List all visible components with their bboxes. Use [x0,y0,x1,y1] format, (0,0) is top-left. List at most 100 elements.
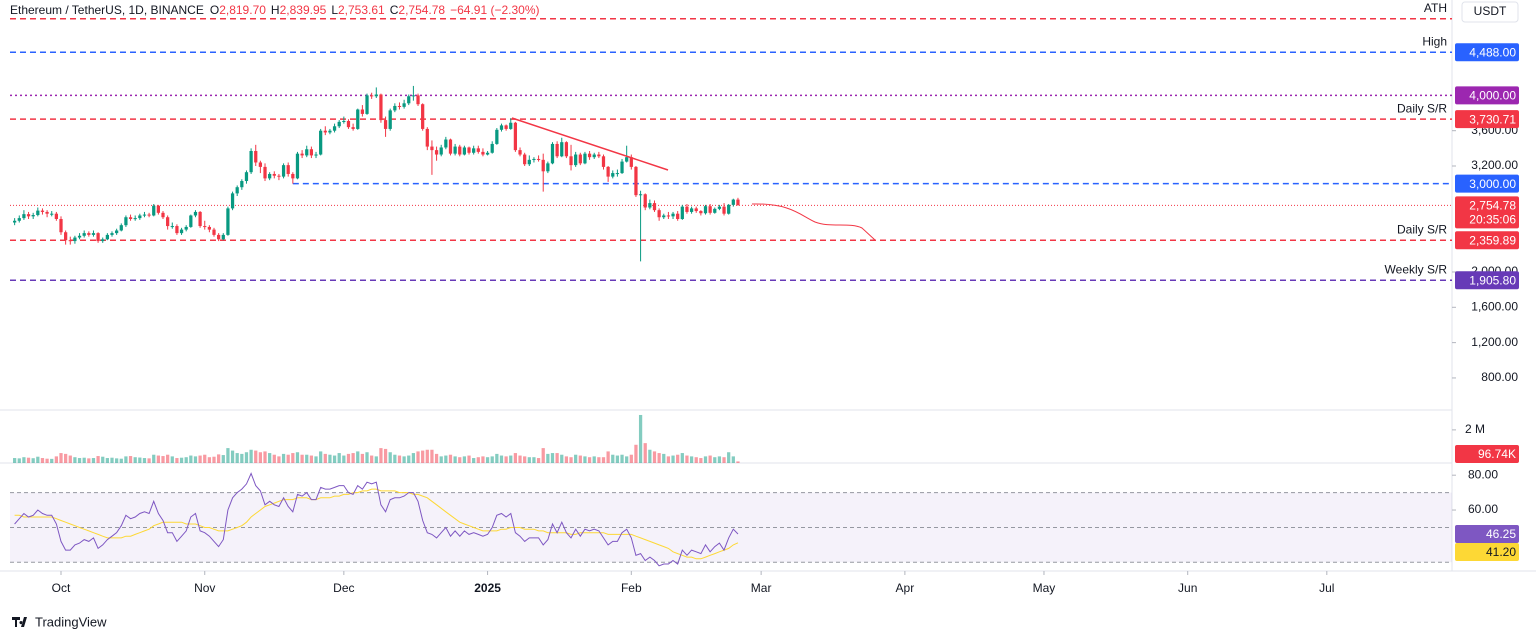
volume-bar [434,453,439,463]
level-tag: 4,000.00 [1455,86,1519,105]
volume-bar [244,452,249,463]
volume-bar [490,456,494,463]
candle-body [258,162,263,167]
volume-bar [532,457,536,463]
candle-body [393,105,397,111]
level-tag: 4,488.00 [1455,43,1519,62]
volume-bar [569,457,573,463]
candle-body [430,146,434,151]
currency: USDT [1474,4,1507,18]
volume-bar [235,453,239,463]
candle-body [166,217,170,227]
volume-bar [620,454,624,463]
level-tag: 2,359.89 [1455,231,1519,250]
candle-body [383,120,388,129]
candle-body [124,217,128,226]
volume-bar [351,453,355,463]
volume-bar [101,456,105,463]
candle-body [643,194,647,208]
volume-bar [578,455,582,463]
volume-bar [272,454,276,463]
candle-body [272,173,276,176]
candle-body [328,130,332,133]
candle-body [504,125,508,129]
volume-bar [26,457,31,463]
candle-body [574,154,578,166]
volume-bar [68,455,72,463]
volume-bar [689,456,694,463]
volume-bar [286,454,290,463]
candle-body [523,154,527,165]
volume-bar [485,457,490,463]
volume-bar [105,458,109,463]
volume-bar [462,456,467,463]
candle-body [615,173,620,175]
volume-bar [666,456,671,463]
candle-body [634,166,638,196]
candle-body [638,194,643,196]
candle-body [736,199,740,206]
ohlc-key: C [390,3,399,17]
volume-bar [263,451,267,463]
candle-body [170,226,174,228]
volume-tag: 96.74K [1455,445,1519,463]
volume-bar [291,453,295,463]
volume-bar [430,449,434,463]
volume-bar [346,453,351,463]
volume-bar [152,454,156,463]
volume-bar [499,455,504,463]
candle-body [96,233,100,242]
volume-bar [22,457,26,463]
y-tick-label: 1,600.00 [1471,299,1518,313]
volume-bar [638,414,643,463]
candle-body [657,210,661,218]
candle-body [416,95,420,105]
rsi-tag: 46.25 [1455,524,1519,543]
volume-bar [722,457,726,463]
candle-body [722,206,726,214]
x-tick-label: Jul [1319,581,1334,595]
candle-body [411,95,416,97]
volume-bar [444,455,448,463]
volume-bar [379,448,383,463]
candle-body [485,152,490,155]
candle-body [337,121,341,127]
candle-body [295,153,300,179]
candle-body [309,149,314,156]
ohlc-value: 2,839.95 [280,3,327,17]
currency-box [1461,1,1519,23]
level-tag-label: 1,905.80 [1469,273,1516,287]
volume-bar [221,455,225,463]
volume-bar [425,449,429,463]
volume-bar [383,448,388,463]
volume-bar [546,453,550,463]
level-tag-box [1455,271,1519,290]
candle-body [458,146,462,155]
volume-bar [50,458,54,463]
level-name: ATH [1424,1,1447,15]
candle-body [59,218,63,233]
volume-bar [337,453,341,463]
volume-bar [467,455,471,463]
header: Ethereum / TetherUS, 1D, BINANCE O2,819.7… [10,3,540,17]
volume-tag-label: 96.74K [1478,447,1516,461]
volume-bar [393,454,397,463]
volume-bar [703,456,708,463]
volume-bar [193,456,198,463]
volume-bar [17,458,21,463]
candle-body [226,208,230,235]
volume-bar [555,453,559,463]
candle-body [421,104,425,129]
candle-body [370,95,374,97]
volume-bar [648,449,652,463]
brand-logo [12,617,27,627]
volume-bar [481,456,485,463]
rsi-tag-box [1455,524,1519,543]
volume-bar [643,443,647,463]
candle-body [532,158,536,160]
candle-body [425,128,429,147]
rsi-line [14,472,739,567]
volume-bar [356,451,360,463]
rsi-tick-label: 60.00 [1468,502,1498,516]
